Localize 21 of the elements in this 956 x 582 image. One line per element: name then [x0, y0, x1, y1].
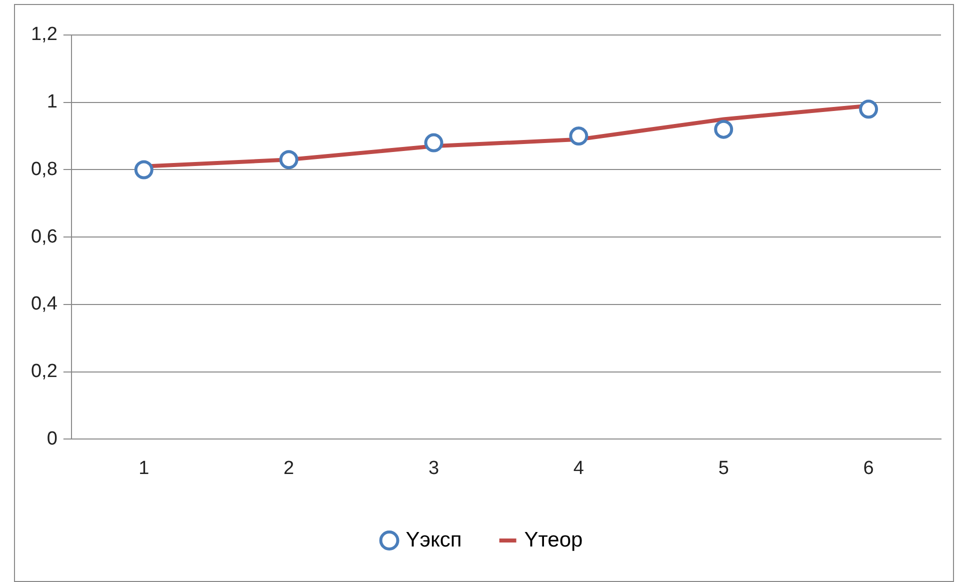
point — [424, 133, 444, 152]
y-tick-label: 0,4 — [30, 294, 58, 315]
x-tick-label: 6 — [863, 458, 874, 479]
x-tick-label: 1 — [138, 458, 150, 479]
y-tick-label: 0 — [46, 428, 58, 450]
y-tick-label: 1 — [46, 92, 58, 113]
x-tick-label: 5 — [718, 458, 729, 479]
y-tick-label: 0,6 — [30, 226, 58, 248]
x-tick-label: 3 — [428, 458, 440, 479]
legend-label: Yэксп — [406, 528, 462, 552]
x-tick-label: 2 — [284, 458, 294, 479]
point — [859, 100, 878, 119]
x-tick-label: 4 — [573, 458, 584, 479]
point — [714, 120, 734, 139]
legend-label: Yтеор — [524, 528, 583, 552]
y-tick-label: 1,2 — [30, 24, 58, 46]
point — [134, 160, 154, 180]
y-tick-label: 0,2 — [30, 361, 58, 382]
point — [279, 150, 298, 170]
y-tick-label: 0,8 — [30, 158, 58, 180]
point — [569, 126, 588, 146]
